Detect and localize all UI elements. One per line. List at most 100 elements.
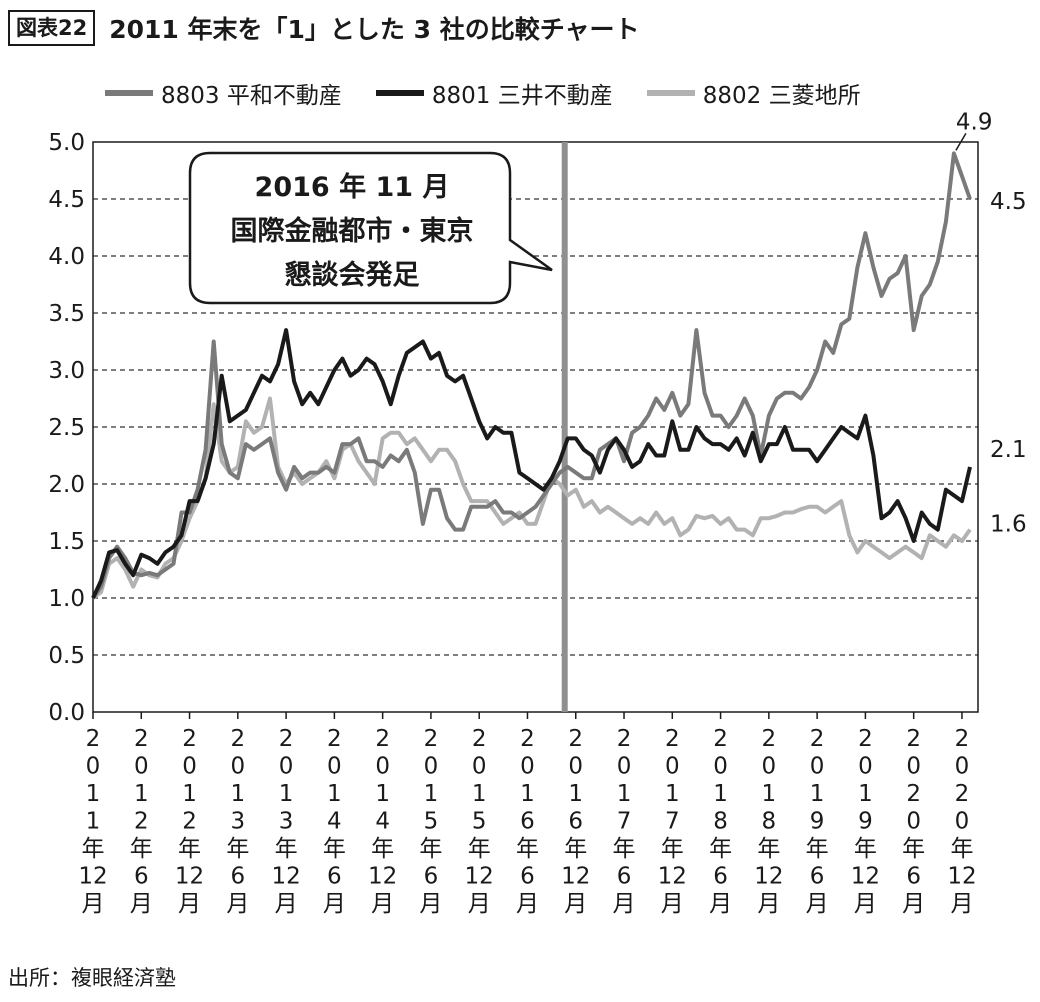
x-tick-label-char: 2 <box>762 726 777 752</box>
x-tick-label-char: 0 <box>955 754 970 780</box>
x-tick-label-char: 0 <box>617 754 632 780</box>
x-tick-label-char: 0 <box>279 754 294 780</box>
x-tick-label-char: 月 <box>275 891 298 917</box>
x-tick-label-char: 1 <box>182 781 197 807</box>
x-tick-label-char: 12 <box>465 864 494 890</box>
x-tick-label-char: 0 <box>134 754 149 780</box>
x-tick-label-char: 年 <box>178 836 201 862</box>
x-tick-label-char: 2 <box>906 781 921 807</box>
x-tick-label-char: 月 <box>419 891 442 917</box>
x-tick-label-char: 0 <box>665 754 680 780</box>
x-tick-label-char: 2 <box>520 726 535 752</box>
x-tick-label-char: 6 <box>906 864 921 890</box>
x-tick-label-char: 12 <box>851 864 880 890</box>
x-tick-label-char: 0 <box>906 809 921 835</box>
x-tick-label-char: 6 <box>134 864 149 890</box>
x-tick-label-char: 年 <box>661 836 684 862</box>
x-tick-label-char: 1 <box>327 781 342 807</box>
legend-item-8803: 8803 平和不動産 <box>105 76 342 110</box>
x-tick-label-char: 9 <box>858 809 873 835</box>
x-tick-label-char: 月 <box>468 891 491 917</box>
chart-title: 2011 年末を「1」とした 3 社の比較チャート <box>109 15 640 44</box>
x-tick-label-char: 4 <box>327 809 342 835</box>
x-tick-label-char: 年 <box>757 836 780 862</box>
legend-swatch-8803 <box>105 90 153 96</box>
x-tick-label-char: 0 <box>762 754 777 780</box>
x-tick-label-char: 2 <box>231 726 246 752</box>
x-tick-label-char: 年 <box>950 836 973 862</box>
x-tick-label-char: 0 <box>955 809 970 835</box>
x-tick-label-char: 1 <box>231 781 246 807</box>
x-tick-label-char: 12 <box>754 864 783 890</box>
x-tick-label-char: 月 <box>709 891 732 917</box>
x-tick-label-char: 月 <box>323 891 346 917</box>
figure-tag: 図表22 <box>8 10 96 46</box>
x-tick-label-char: 0 <box>182 754 197 780</box>
y-tick-label: 4.0 <box>48 244 85 270</box>
x-tick-label-char: 月 <box>902 891 925 917</box>
x-tick-label-char: 0 <box>858 754 873 780</box>
x-tick-label-char: 月 <box>564 891 587 917</box>
legend-item-8802: 8802 三菱地所 <box>646 76 861 110</box>
x-tick-label-char: 月 <box>613 891 636 917</box>
x-tick-label-char: 2 <box>182 809 197 835</box>
x-tick-label-char: 1 <box>86 781 101 807</box>
x-tick-label-char: 月 <box>516 891 539 917</box>
x-tick-label-char: 0 <box>568 754 583 780</box>
x-tick-label-char: 年 <box>564 836 587 862</box>
legend-label-8803: 8803 平和不動産 <box>161 83 342 109</box>
x-tick-label-char: 4 <box>375 809 390 835</box>
x-tick-label-char: 6 <box>424 864 439 890</box>
x-tick-label-char: 0 <box>424 754 439 780</box>
x-tick-label-char: 年 <box>806 836 829 862</box>
legend-swatch-8802 <box>646 90 695 96</box>
x-tick-label-char: 9 <box>810 809 825 835</box>
x-tick-label-char: 2 <box>472 726 487 752</box>
x-tick-label-char: 年 <box>854 836 877 862</box>
line-chart: 0.00.51.01.52.02.53.03.54.04.55.02011年12… <box>48 109 1026 917</box>
x-tick-label-char: 年 <box>226 836 249 862</box>
x-tick-label-char: 6 <box>568 809 583 835</box>
callout-text-line: 2016 年 11 月 <box>255 171 450 203</box>
legend-label-8801: 8801 三井不動産 <box>431 83 613 109</box>
y-tick-label: 4.5 <box>48 187 85 213</box>
y-tick-label: 1.5 <box>48 529 85 555</box>
x-tick-label-char: 2 <box>858 726 873 752</box>
series-line-8801 <box>91 328 972 599</box>
x-tick-label-char: 月 <box>178 891 201 917</box>
legend-label-8802: 8802 三菱地所 <box>702 83 861 109</box>
x-tick-label-char: 月 <box>371 891 394 917</box>
x-tick-label-char: 1 <box>713 781 728 807</box>
x-tick-label-char: 年 <box>371 836 394 862</box>
x-tick-label-char: 年 <box>323 836 346 862</box>
callout-text-line: 懇談会発足 <box>285 259 420 291</box>
x-tick-label-char: 1 <box>810 781 825 807</box>
x-tick-label-char: 年 <box>613 836 636 862</box>
x-tick-label-char: 1 <box>762 781 777 807</box>
x-tick-label-char: 年 <box>130 836 153 862</box>
x-tick-label-char: 1 <box>858 781 873 807</box>
x-tick-label-char: 1 <box>134 781 149 807</box>
x-tick-label-char: 月 <box>661 891 684 917</box>
x-tick-label-char: 6 <box>810 864 825 890</box>
x-tick-label-char: 1 <box>665 781 680 807</box>
x-tick-label-char: 8 <box>713 809 728 835</box>
x-tick-label-char: 1 <box>424 781 439 807</box>
legend-item-8801: 8801 三井不動産 <box>375 76 613 110</box>
x-tick-label-char: 0 <box>327 754 342 780</box>
y-tick-label: 3.5 <box>48 301 85 327</box>
x-tick-label-char: 2 <box>568 726 583 752</box>
legend-swatch-8801 <box>375 90 424 96</box>
y-tick-label: 1.0 <box>48 586 85 612</box>
x-tick-label-char: 2 <box>375 726 390 752</box>
